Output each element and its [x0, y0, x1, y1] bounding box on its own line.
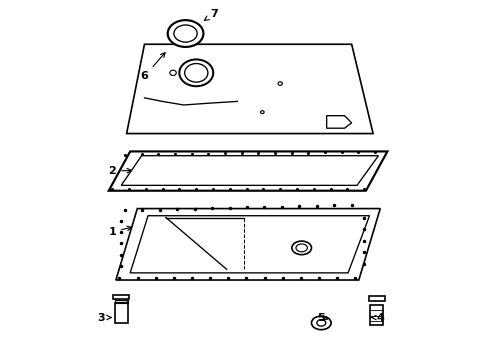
Ellipse shape — [174, 25, 197, 42]
Bar — [115, 303, 127, 323]
Bar — [369, 305, 382, 325]
Bar — [115, 300, 127, 303]
Ellipse shape — [167, 20, 203, 47]
Ellipse shape — [291, 241, 311, 255]
Ellipse shape — [311, 316, 330, 330]
Text: 2: 2 — [108, 166, 131, 176]
Ellipse shape — [179, 59, 213, 86]
Bar — [115, 298, 127, 302]
Polygon shape — [116, 208, 380, 280]
Polygon shape — [108, 152, 386, 191]
Bar — [115, 297, 127, 300]
Text: 6: 6 — [140, 53, 165, 81]
Polygon shape — [126, 44, 372, 134]
Bar — [113, 295, 129, 299]
Text: 1: 1 — [108, 226, 131, 237]
Text: 3: 3 — [98, 312, 111, 323]
Text: 5: 5 — [317, 312, 327, 323]
Bar — [368, 296, 384, 301]
Ellipse shape — [316, 320, 325, 326]
Text: 7: 7 — [204, 9, 218, 21]
Polygon shape — [121, 156, 378, 185]
Polygon shape — [326, 116, 351, 128]
Text: 4: 4 — [370, 312, 384, 323]
